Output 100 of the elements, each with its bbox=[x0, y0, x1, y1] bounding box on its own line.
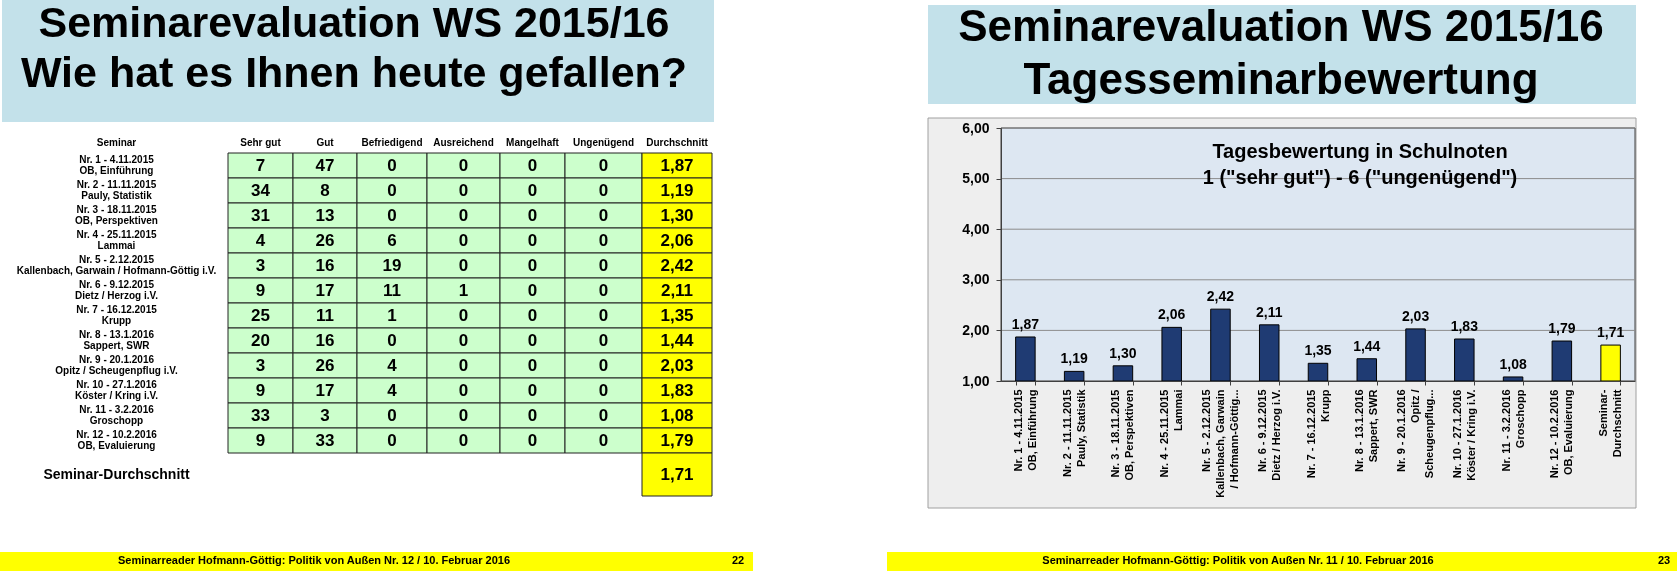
x-tick-label: Nr. 2 - 11.11.2015 Pauly, Statistik bbox=[1060, 388, 1087, 477]
annotation: 1 ("sehr gut") - 6 ("ungenügend") bbox=[1202, 166, 1518, 188]
data-label: 1,19 bbox=[1060, 350, 1088, 367]
data-label: 34 bbox=[251, 180, 271, 200]
data-label: 26 bbox=[315, 230, 335, 250]
data-label: 1,79 bbox=[1548, 320, 1576, 337]
y-tick-label: Nr. 11 - 3.2.2016 Groschopp bbox=[79, 404, 155, 426]
data-label: 3 bbox=[255, 255, 266, 275]
data-label: 0 bbox=[598, 330, 609, 350]
data-label: 1 bbox=[458, 280, 469, 300]
text: 22 bbox=[731, 554, 745, 566]
data-label: 1 bbox=[387, 305, 397, 325]
data-label: 1,08 bbox=[1499, 355, 1527, 372]
y-tick-label: 2,00 bbox=[962, 321, 990, 338]
y-tick-label: 1,00 bbox=[962, 372, 990, 389]
data-label: 0 bbox=[458, 230, 469, 250]
data-label: 0 bbox=[458, 155, 469, 175]
x-tick-label: Nr. 5 - 2.12.2015 Kallenbach, Garwain / Hofmann-Göttig... bbox=[1199, 389, 1240, 498]
data-label: 4 bbox=[387, 355, 398, 375]
data-label: 1,79 bbox=[660, 430, 694, 450]
data-label: 1,30 bbox=[660, 205, 694, 225]
data-label: 0 bbox=[387, 330, 397, 350]
data-label: 13 bbox=[315, 205, 335, 225]
data-label: 0 bbox=[598, 430, 609, 450]
data-label: 0 bbox=[598, 280, 609, 300]
data-label: 0 bbox=[598, 255, 609, 275]
data-label: 0 bbox=[527, 255, 538, 275]
data-label: 0 bbox=[458, 430, 469, 450]
y-tick-label: Nr. 4 - 25.11.2015 Lammai bbox=[76, 229, 157, 251]
data-label: 1,35 bbox=[1304, 342, 1332, 359]
data-label: 2,03 bbox=[660, 355, 694, 375]
y-tick-label: Seminar-Durchschnitt bbox=[43, 465, 190, 482]
data-label: 9 bbox=[255, 430, 266, 450]
y-tick-label: Nr. 1 - 4.11.2015 OB, Einführung bbox=[79, 154, 155, 176]
data-label: 0 bbox=[598, 380, 609, 400]
data-label: 1,87 bbox=[1011, 315, 1040, 332]
data-label: 0 bbox=[598, 155, 609, 175]
y-tick-label: 5,00 bbox=[962, 170, 990, 187]
data-label: 2,42 bbox=[660, 255, 694, 275]
data-label: 16 bbox=[315, 330, 335, 350]
data-label: 0 bbox=[527, 305, 538, 325]
chart-title: Seminarevaluation WS 2015/16 bbox=[38, 0, 670, 46]
x-tick-label: Durchschnitt bbox=[646, 136, 709, 148]
y-tick-label: 3,00 bbox=[962, 271, 990, 288]
chart-subtitle: Tagesseminarbewertung bbox=[1023, 54, 1539, 103]
data-label: 7 bbox=[255, 155, 266, 175]
data-label: 0 bbox=[598, 205, 609, 225]
data-label: 2,11 bbox=[660, 280, 694, 300]
x-tick-label: Ungenügend bbox=[572, 136, 635, 148]
data-label: 0 bbox=[598, 180, 609, 200]
y-tick-label: Nr. 8 - 13.1.2016 Sappert, SWR bbox=[78, 329, 155, 351]
data-label: 0 bbox=[458, 380, 469, 400]
data-label: 0 bbox=[527, 330, 538, 350]
data-label: 17 bbox=[315, 380, 335, 400]
x-tick-label: Nr. 12 - 10.2.2016 OB, Evaluierung bbox=[1548, 389, 1575, 479]
data-label: 0 bbox=[527, 380, 538, 400]
x-tick-label: Nr. 10 - 27.1.2016 Köster / Kring i.V. bbox=[1450, 389, 1477, 481]
data-label: 19 bbox=[382, 255, 402, 275]
data-label: 0 bbox=[387, 155, 397, 175]
data-label: 0 bbox=[458, 255, 469, 275]
data-label: 0 bbox=[527, 155, 538, 175]
annotation: Tagesbewertung in Schulnoten bbox=[1212, 140, 1508, 162]
data-label: 1,30 bbox=[1109, 344, 1137, 361]
data-label: 33 bbox=[315, 430, 335, 450]
data-label: 0 bbox=[387, 180, 397, 200]
data-label: 2,42 bbox=[1206, 288, 1235, 305]
y-tick-label: Nr. 6 - 9.12.2015 Dietz / Herzog i.V. bbox=[75, 279, 159, 301]
x-tick-label: Nr. 3 - 18.11.2015 OB, Perspektiven bbox=[1109, 389, 1136, 481]
x-tick-label: Sehr gut bbox=[240, 136, 282, 148]
y-tick-label: Nr. 7 - 16.12.2015 Krupp bbox=[76, 304, 158, 326]
data-label: 0 bbox=[598, 305, 609, 325]
chart-subtitle: Wie hat es Ihnen heute gefallen? bbox=[20, 48, 688, 96]
x-tick-label: Gut bbox=[316, 136, 335, 148]
data-label: 9 bbox=[255, 380, 266, 400]
data-label: 0 bbox=[387, 405, 397, 425]
x-tick-label: Nr. 4 - 25.11.2015 Lammai bbox=[1158, 389, 1185, 478]
y-tick-label: Nr. 3 - 18.11.2015 OB, Perspektiven bbox=[75, 204, 158, 226]
data-label: 0 bbox=[458, 205, 469, 225]
data-label: 1,44 bbox=[660, 330, 695, 350]
text: Seminarreader Hofmann-Göttig: Politik von Außen Nr. 11 / 10. Februar 2016 bbox=[1042, 554, 1434, 566]
data-label: 3 bbox=[255, 355, 266, 375]
data-label: 2,03 bbox=[1401, 307, 1430, 324]
x-tick-label: Nr. 7 - 16.12.2015 Krupp bbox=[1304, 389, 1331, 479]
data-label: 0 bbox=[527, 205, 538, 225]
x-tick-label: Befriedigend bbox=[361, 136, 423, 148]
data-label: 1,87 bbox=[660, 155, 694, 175]
x-tick-label: Nr. 9 - 20.1.2016 Opitz / Scheugenpflug... bbox=[1395, 389, 1436, 479]
data-label: 0 bbox=[387, 430, 397, 450]
x-tick-label: Seminar- Durchschnitt bbox=[1597, 389, 1624, 458]
data-label: 0 bbox=[458, 305, 469, 325]
y-tick-label: Nr. 9 - 20.1.2016 Opitz / Scheugenpflug i.V. bbox=[55, 354, 178, 376]
data-label: 1,35 bbox=[660, 305, 694, 325]
data-label: 11 bbox=[316, 305, 334, 325]
data-label: 1,19 bbox=[660, 180, 694, 200]
y-tick-label: Nr. 5 - 2.12.2015 Kallenbach, Garwain / Hofmann-Göttig i.V. bbox=[16, 254, 217, 276]
data-label: 47 bbox=[315, 155, 335, 175]
data-label: 8 bbox=[320, 180, 330, 200]
data-label: 0 bbox=[458, 180, 469, 200]
data-label: 1,83 bbox=[660, 380, 694, 400]
data-label: 0 bbox=[527, 430, 538, 450]
